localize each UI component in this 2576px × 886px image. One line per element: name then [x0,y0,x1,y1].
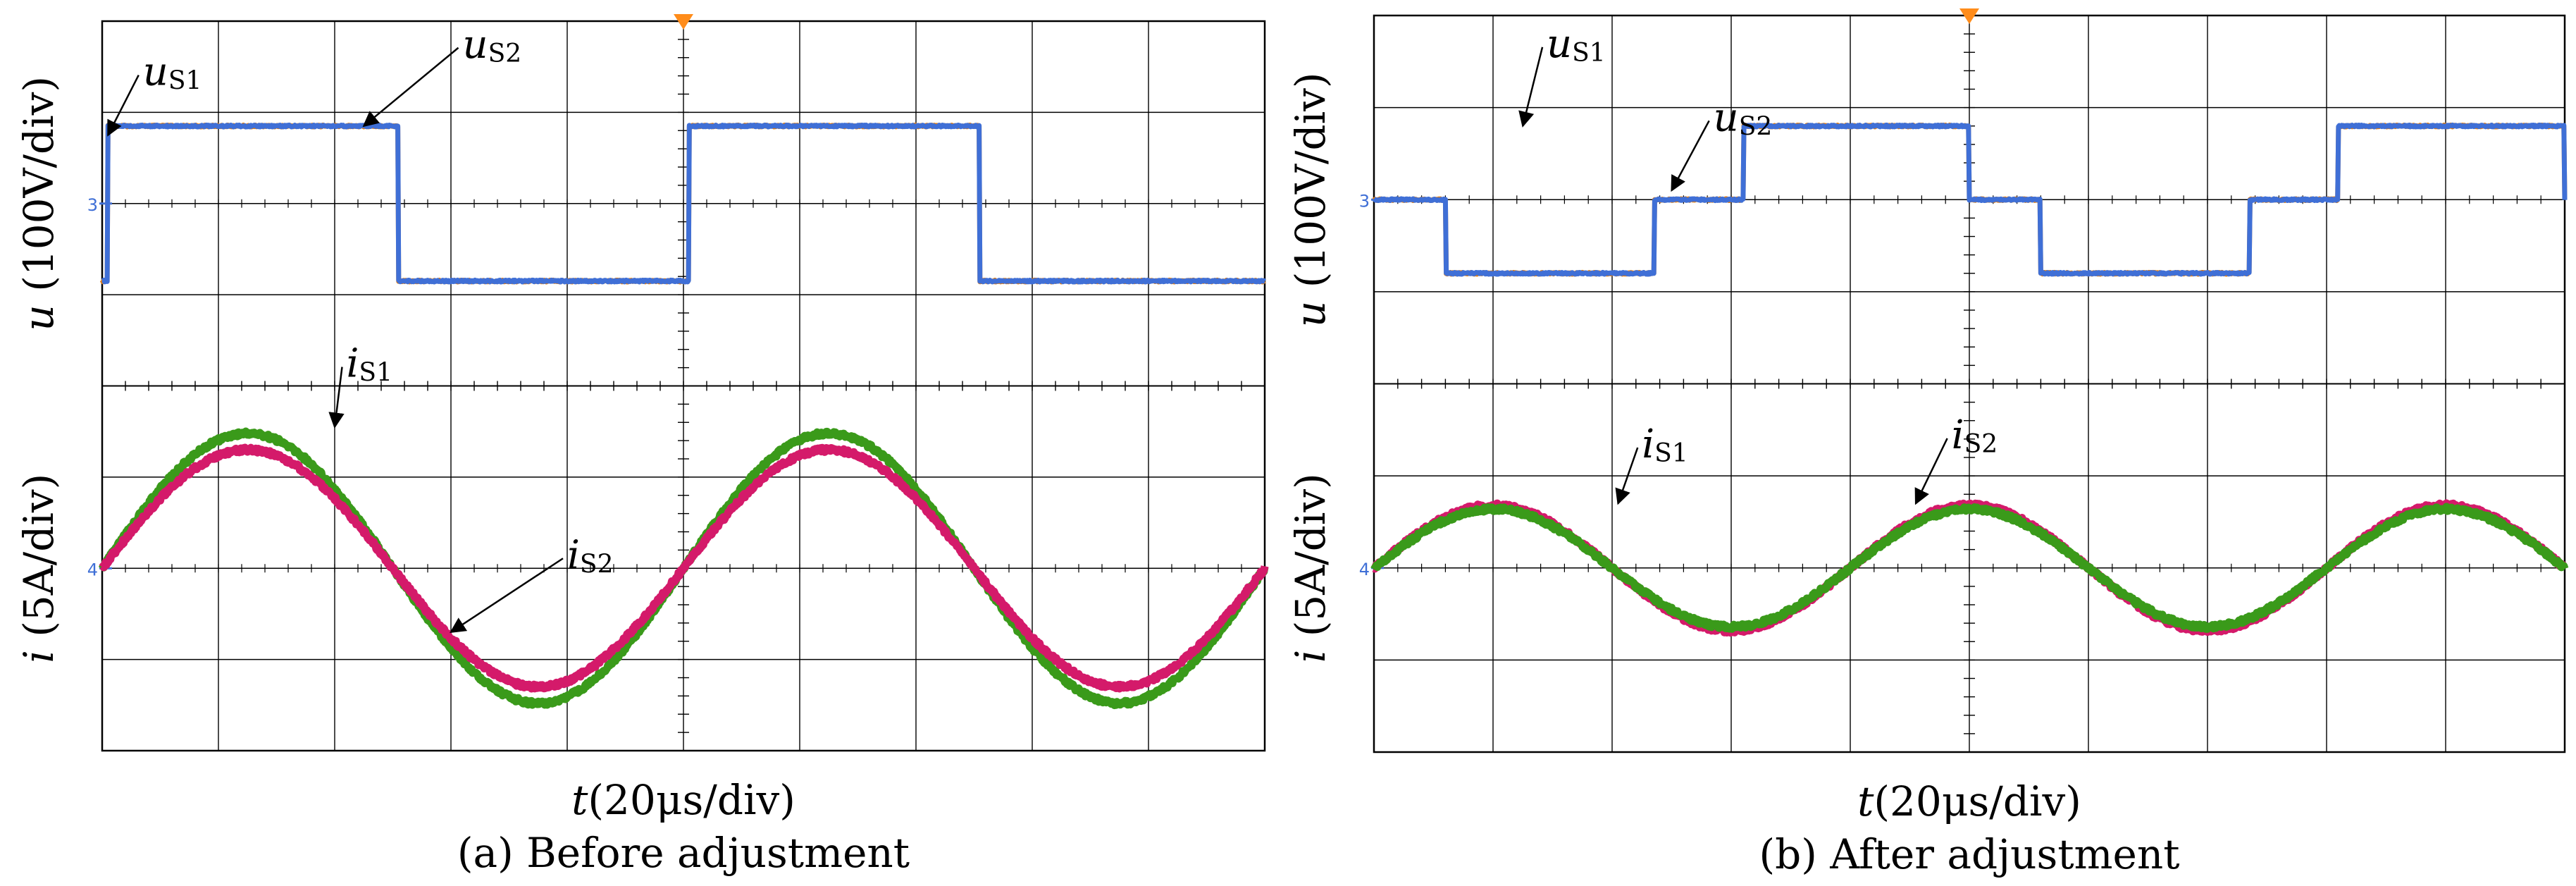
series-label-iS1: iS1 [1642,422,1688,468]
series-trace-iS2 [1370,503,2569,633]
channel-marker: 4 [1359,560,1370,579]
channel-marker: 4 [87,560,98,579]
annotation-arrow [107,74,140,137]
series-label-uS1: uS1 [1547,21,1606,68]
channel-marker: 3 [1359,191,1370,211]
series-label-uS1: uS1 [143,49,202,96]
annotation-arrow [450,558,564,634]
annotation-arrow [1518,47,1544,128]
annotation-arrow [328,367,345,429]
chart-panel-b: 3 u (100V/div) uS1 uS2 4 i (5A/div) iS1 iS2 t(20… [1287,8,2569,878]
y-axis-label: u (100V/div) [1287,72,1335,327]
annotation-arrow [1671,120,1710,192]
series-label-iS2: iS2 [567,532,614,579]
annotation-arrow [1615,447,1639,505]
series-label-iS2: iS2 [1952,412,1998,459]
annotation-arrow [1914,438,1948,505]
subplot-voltage: 3 u (100V/div) uS1 uS2 [15,22,1267,331]
x-axis-label: t(20μs/div) [571,776,795,824]
chart-panel-a: 3 u (100V/div) uS1 uS2 4 i (5A/div) iS1 iS2 t(20… [15,14,1269,877]
panel-caption: (a) Before adjustment [457,829,910,877]
channel-marker: 3 [87,195,98,215]
series-label-uS2: uS2 [1714,94,1773,141]
panel-caption: (b) After adjustment [1759,830,2179,878]
subplot-voltage: 3 u (100V/div) uS1 uS2 [1287,21,2568,327]
trigger-marker-icon [674,14,693,30]
series-trace-uS2 [100,123,1267,285]
x-axis-label: t(20μs/div) [1857,777,2081,825]
series-label-uS2: uS2 [463,22,522,68]
y-axis-label: u (100V/div) [15,76,63,331]
y-axis-label: i (5A/div) [1287,473,1335,663]
series-trace-iS2 [99,443,1269,693]
subplot-current: 4 i (5A/div) iS1 iS2 [1287,379,2569,663]
series-trace-uS2 [1372,122,2568,277]
series-label-iS1: iS1 [347,341,393,388]
annotation-arrow [362,47,459,128]
trigger-marker-icon [1959,8,1979,24]
y-axis-label: i (5A/div) [15,474,63,663]
subplot-current: 4 i (5A/div) iS1 iS2 [15,341,1269,710]
